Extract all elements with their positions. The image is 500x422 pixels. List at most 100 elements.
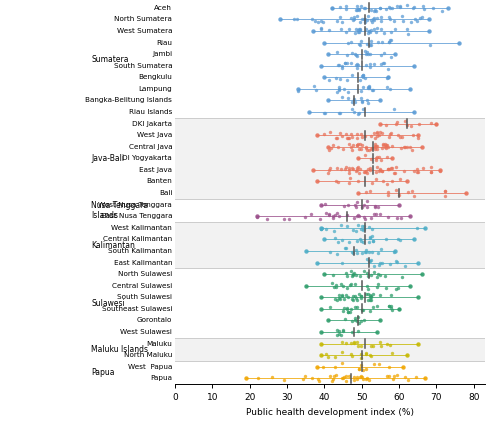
Point xyxy=(356,76,364,83)
Point xyxy=(412,169,420,176)
Point xyxy=(363,256,371,262)
Point xyxy=(376,211,384,218)
Point xyxy=(362,248,370,255)
Point xyxy=(378,168,386,175)
Point xyxy=(326,304,334,311)
Point xyxy=(314,19,322,25)
Point xyxy=(328,5,336,12)
Point xyxy=(384,144,392,151)
Point xyxy=(425,16,433,23)
Point xyxy=(332,17,340,24)
Point xyxy=(411,16,419,23)
Point xyxy=(462,189,470,196)
Point xyxy=(392,257,400,264)
Point xyxy=(342,5,350,12)
Point xyxy=(367,41,375,48)
Point xyxy=(306,109,314,116)
Point xyxy=(374,39,382,46)
Point xyxy=(368,293,376,300)
Point xyxy=(377,26,385,32)
Point xyxy=(334,326,342,333)
Point xyxy=(357,226,365,233)
Point xyxy=(414,121,422,127)
Point xyxy=(352,61,360,68)
Point xyxy=(344,273,351,279)
Point xyxy=(356,373,364,380)
Point xyxy=(376,291,384,298)
Point xyxy=(387,165,395,172)
Point xyxy=(308,16,316,23)
Text: Sumatera: Sumatera xyxy=(92,55,129,65)
Point xyxy=(376,317,384,324)
Point xyxy=(384,189,392,196)
Point xyxy=(344,135,352,141)
Point xyxy=(378,157,386,163)
Point xyxy=(394,235,402,242)
Point xyxy=(336,166,344,173)
Point xyxy=(352,30,360,36)
Point xyxy=(360,16,368,22)
Point xyxy=(384,73,392,80)
Point xyxy=(425,28,433,35)
Point xyxy=(364,291,372,298)
Point xyxy=(334,61,342,68)
Point xyxy=(354,141,362,148)
Point xyxy=(357,131,365,138)
Point xyxy=(350,377,358,384)
Point xyxy=(294,87,302,94)
Point xyxy=(346,306,354,312)
Point xyxy=(358,99,366,106)
Point xyxy=(358,95,366,102)
Point xyxy=(418,13,426,20)
Point xyxy=(410,62,418,69)
Point xyxy=(372,211,380,218)
Point xyxy=(340,203,348,210)
Point xyxy=(421,225,429,231)
Point xyxy=(338,133,346,139)
Point xyxy=(354,314,362,321)
Point xyxy=(348,98,356,105)
Point xyxy=(385,3,393,10)
Point xyxy=(334,212,342,219)
Point xyxy=(334,165,342,172)
Point xyxy=(380,60,388,66)
Point xyxy=(356,295,364,301)
Point xyxy=(343,60,351,67)
Point xyxy=(359,106,367,113)
Point xyxy=(318,24,326,31)
Point xyxy=(333,250,341,257)
Point xyxy=(317,26,325,32)
Point xyxy=(337,26,345,32)
Point xyxy=(358,73,366,80)
Point xyxy=(358,16,366,22)
Point xyxy=(384,165,392,172)
Point xyxy=(374,143,382,150)
Point xyxy=(361,132,369,139)
Point xyxy=(410,236,418,243)
Point xyxy=(366,29,374,35)
Point xyxy=(253,214,261,221)
Point xyxy=(365,146,373,153)
Point xyxy=(331,295,339,302)
Point xyxy=(362,376,370,382)
Point xyxy=(358,317,366,324)
Point xyxy=(316,225,324,231)
Point xyxy=(378,130,386,136)
Point xyxy=(438,8,446,14)
Point xyxy=(346,175,354,182)
Point xyxy=(356,41,364,48)
Point xyxy=(371,135,379,142)
Point xyxy=(348,72,356,78)
Point xyxy=(368,343,376,349)
Point xyxy=(372,7,380,14)
Point xyxy=(386,342,394,349)
Point xyxy=(380,50,388,57)
Point xyxy=(367,156,375,163)
Point xyxy=(352,272,360,279)
Point xyxy=(338,94,345,101)
Point xyxy=(366,234,374,241)
Point xyxy=(333,297,341,303)
Point xyxy=(338,280,345,287)
Point xyxy=(242,375,250,381)
Bar xyxy=(175,268,485,338)
